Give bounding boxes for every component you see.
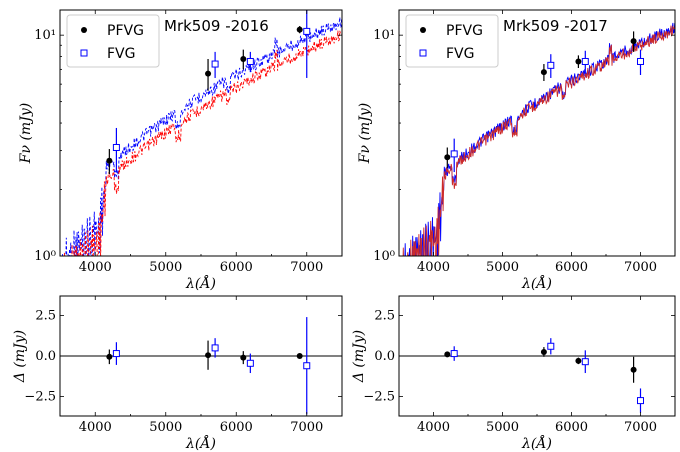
data-point-fvg xyxy=(112,350,120,358)
y-tick-label: 0.0 xyxy=(374,349,395,364)
legend-marker xyxy=(420,27,426,33)
x-tick-label: 7000 xyxy=(290,260,323,275)
x-tick-label: 6000 xyxy=(220,420,253,435)
panel-2: 4000 5000 6000 7000 10⁰ 10¹ λ(Å) Fν (mJy) Mrk509… xyxy=(357,9,676,292)
data-point-fvg xyxy=(637,397,644,405)
x-tick-label: 6000 xyxy=(555,420,588,435)
data-point-pfvg xyxy=(296,353,303,359)
data-point-pfvg xyxy=(205,352,212,359)
x-tick-label: 5000 xyxy=(486,260,519,275)
legend-label: PFVG xyxy=(107,23,144,39)
data-point-pfvg xyxy=(575,58,582,65)
legend-marker xyxy=(81,27,87,33)
y-tick-label: −2.5 xyxy=(24,390,56,405)
data-point-pfvg xyxy=(540,348,547,355)
chart-title: Mrk509 -2016 xyxy=(164,17,269,35)
data-point-fvg xyxy=(581,57,589,65)
data-point-pfvg xyxy=(630,366,637,373)
x-tick-label: 6000 xyxy=(555,260,588,275)
legend-label: FVG xyxy=(107,46,135,62)
data-point-pfvg xyxy=(540,69,547,76)
x-tick-label: 6000 xyxy=(220,260,253,275)
y-tick-label: 2.5 xyxy=(374,308,395,323)
legend-label: FVG xyxy=(446,46,474,62)
data-point-pfvg xyxy=(575,357,582,364)
data-point-fvg xyxy=(211,60,219,68)
chart-title: Mrk509 -2017 xyxy=(503,17,608,35)
x-tick-label: 5000 xyxy=(149,420,182,435)
x-tick-label: 4000 xyxy=(417,260,450,275)
y-tick-label: 10¹ xyxy=(34,28,56,43)
data-point-fvg xyxy=(547,342,555,350)
x-tick-label: 5000 xyxy=(486,420,519,435)
data-point-pfvg xyxy=(240,354,247,361)
x-axis-label: λ(Å) xyxy=(185,434,216,452)
legend: PFVG FVG xyxy=(66,14,160,68)
y-tick-label: 10⁰ xyxy=(34,249,56,264)
y-axis-label: Δ (mJy) xyxy=(12,330,28,383)
legend: PFVG FVG xyxy=(405,14,499,68)
y-tick-label: −2.5 xyxy=(363,390,395,405)
x-tick-label: 5000 xyxy=(149,260,182,275)
x-tick-label: 4000 xyxy=(79,260,112,275)
legend-label: PFVG xyxy=(446,23,483,39)
y-tick-label: 2.5 xyxy=(35,308,56,323)
spectrum-line xyxy=(402,25,675,256)
data-point-fvg xyxy=(547,61,555,69)
data-point-pfvg xyxy=(205,70,212,77)
data-point-fvg xyxy=(112,143,120,151)
panel-1: 4000 5000 6000 7000 10⁰ 10¹ λ(Å) Fν (mJy) Mrk509… xyxy=(18,9,343,292)
data-point-pfvg xyxy=(106,353,113,360)
data-point-fvg xyxy=(450,150,458,158)
x-axis-label: λ(Å) xyxy=(185,274,216,292)
x-tick-label: 7000 xyxy=(624,260,657,275)
y-axis-label: Δ (mJy) xyxy=(351,330,367,383)
panel-4: 4000 5000 6000 7000 2.5 0.0 −2.5 λ(Å) Δ (mJy) xyxy=(351,295,676,452)
legend-marker xyxy=(419,49,427,57)
data-point-fvg xyxy=(246,57,254,65)
y-tick-label: 10¹ xyxy=(373,28,395,43)
x-tick-label: 4000 xyxy=(79,420,112,435)
data-point-pfvg xyxy=(296,26,303,33)
data-point-fvg xyxy=(246,359,254,367)
data-point-fvg xyxy=(581,358,589,366)
data-point-fvg xyxy=(303,27,311,35)
legend-marker xyxy=(80,49,88,57)
y-tick-label: 0.0 xyxy=(35,349,56,364)
data-point-fvg xyxy=(637,57,644,65)
panel-3: 4000 5000 6000 7000 2.5 0.0 −2.5 λ(Å) Δ (mJy) xyxy=(12,295,343,452)
x-tick-label: 7000 xyxy=(290,420,323,435)
data-point-pfvg xyxy=(444,154,451,161)
data-point-pfvg xyxy=(106,157,113,164)
x-tick-label: 7000 xyxy=(624,420,657,435)
spectrum-line xyxy=(60,17,342,256)
x-tick-label: 4000 xyxy=(417,420,450,435)
data-point-pfvg xyxy=(240,55,247,62)
data-point-fvg xyxy=(450,350,458,358)
x-axis-label: λ(Å) xyxy=(521,274,552,292)
data-point-pfvg xyxy=(630,38,637,45)
y-tick-label: 10⁰ xyxy=(373,249,395,264)
spectrum-line xyxy=(63,30,342,256)
data-point-fvg xyxy=(211,344,219,352)
y-axis-label: Fν (mJy) xyxy=(357,103,373,164)
x-axis-label: λ(Å) xyxy=(521,434,552,452)
data-point-fvg xyxy=(303,362,311,370)
y-axis-label: Fν (mJy) xyxy=(18,103,34,164)
data-point-pfvg xyxy=(444,351,451,358)
